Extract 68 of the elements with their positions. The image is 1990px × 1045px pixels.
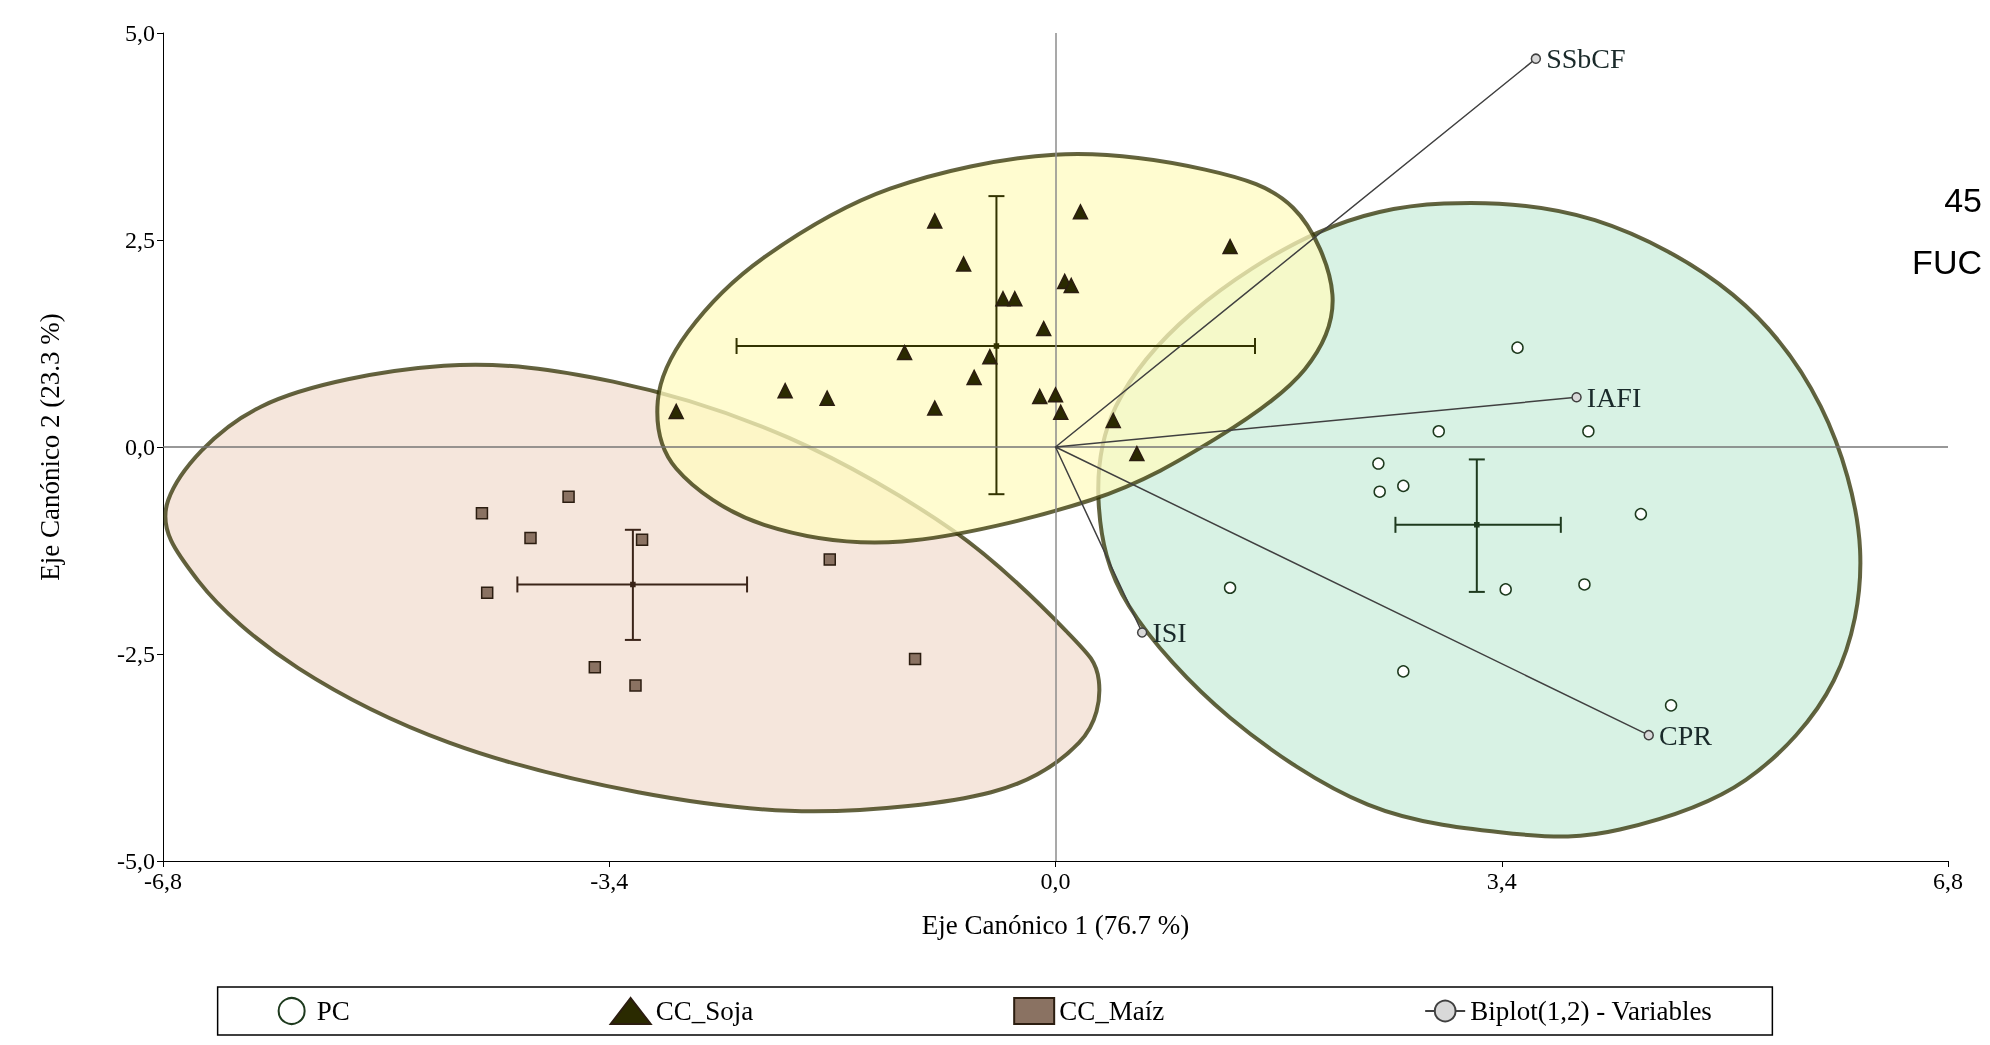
point (1432, 425, 1445, 438)
point (995, 291, 1011, 307)
point (1643, 729, 1654, 741)
point (993, 343, 1000, 349)
legend-label: PC (316, 996, 350, 1026)
point (562, 490, 575, 503)
x-axis-title: Eje Canónico 1 (76.7 %) (921, 909, 1190, 940)
y-tick-label: 5,0 (125, 20, 155, 46)
point (1032, 388, 1048, 405)
point (629, 679, 642, 692)
point (1397, 665, 1410, 678)
point (966, 369, 982, 386)
point (480, 586, 494, 599)
point (1373, 485, 1386, 498)
annotation: FUC (1912, 243, 1983, 281)
point (896, 344, 913, 361)
point (1007, 291, 1023, 307)
y-tick-label: 0,0 (125, 434, 155, 460)
point (777, 382, 793, 399)
point (1664, 699, 1678, 712)
point (1571, 392, 1582, 403)
legend-label: CC_Maíz (1059, 996, 1165, 1026)
data-label: ISI (1152, 616, 1187, 648)
point (1136, 627, 1148, 638)
point (1499, 583, 1512, 596)
point (1530, 53, 1542, 64)
x-tick-label: 3,4 (1486, 868, 1517, 894)
point (927, 400, 943, 416)
point (823, 553, 836, 566)
point (475, 506, 489, 520)
point (1582, 425, 1595, 438)
point (1222, 238, 1238, 255)
x-tick-label: -3,4 (590, 868, 629, 894)
data-label: CPR (1659, 719, 1713, 751)
point (927, 213, 943, 229)
x-tick-label: 0,0 (1040, 868, 1071, 894)
point (1474, 522, 1480, 528)
point (1129, 445, 1145, 462)
x-tick-label: 6,8 (1933, 868, 1963, 894)
point (1634, 507, 1648, 521)
point (524, 531, 537, 545)
point (635, 533, 649, 546)
point (955, 256, 972, 272)
point (1072, 204, 1089, 220)
legend-label: Biplot(1,2) - Variables (1470, 996, 1712, 1026)
legend-label: CC_Soja (655, 996, 754, 1026)
point (819, 390, 835, 406)
point (1511, 341, 1524, 354)
y-axis-title: Eje Canónico 2 (23.3 %) (34, 313, 65, 581)
point (1372, 457, 1385, 470)
point (1223, 581, 1237, 595)
point (1578, 578, 1591, 591)
y-tick-label: -2,5 (117, 641, 155, 667)
point (1105, 412, 1121, 429)
point (908, 652, 922, 666)
data-label: SSbCF (1546, 43, 1626, 75)
point (1035, 320, 1052, 337)
point (982, 349, 998, 365)
data-label: IAFI (1586, 381, 1642, 413)
point (1063, 277, 1079, 294)
point (630, 581, 636, 588)
point (1047, 387, 1064, 403)
point (1053, 404, 1069, 420)
annotation: 45 (1944, 181, 1982, 219)
point (588, 661, 602, 674)
point (668, 403, 684, 420)
point (1397, 479, 1410, 493)
y-tick-label: 2,5 (125, 227, 155, 253)
